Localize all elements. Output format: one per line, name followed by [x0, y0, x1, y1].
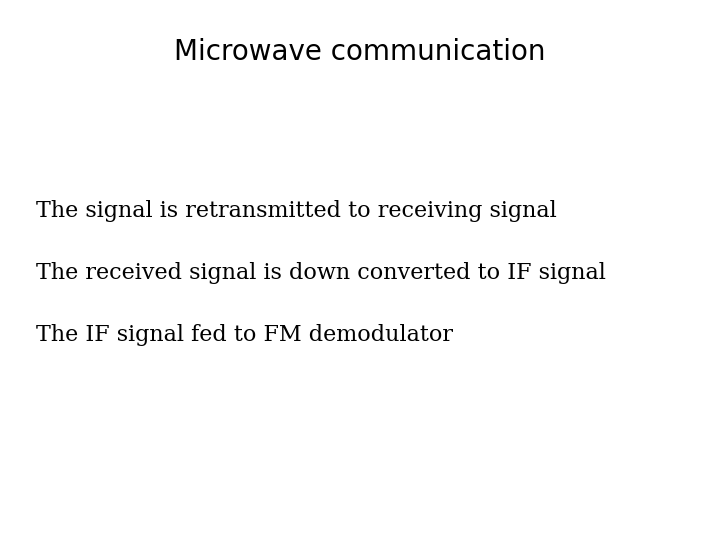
- Text: The signal is retransmitted to receiving signal: The signal is retransmitted to receiving…: [36, 200, 557, 222]
- Text: Microwave communication: Microwave communication: [174, 38, 546, 66]
- Text: The IF signal fed to FM demodulator: The IF signal fed to FM demodulator: [36, 324, 453, 346]
- Text: The received signal is down converted to IF signal: The received signal is down converted to…: [36, 262, 606, 284]
